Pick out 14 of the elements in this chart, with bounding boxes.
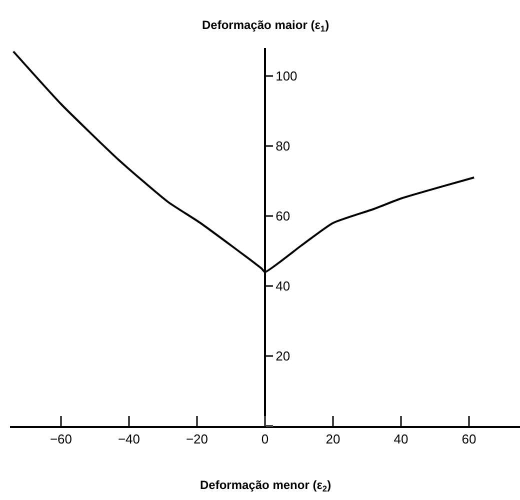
y-tick-label: 40 — [276, 278, 290, 294]
x-tick-label: −20 — [186, 432, 208, 447]
x-tick-label: −60 — [50, 432, 72, 447]
y-tick-label: 20 — [276, 348, 290, 364]
x-axis-title: Deformação menor (ε$_{2}$) — [200, 478, 332, 494]
y-axis-title: Deformação maior (ε$_{1}$) — [202, 18, 330, 34]
x-tick-label: 60 — [462, 432, 476, 447]
x-tick-label: 40 — [394, 432, 408, 447]
x-tick-label: −40 — [118, 432, 140, 447]
y-tick-label: 60 — [276, 208, 290, 224]
y-tick-label: 100 — [276, 68, 298, 84]
y-tick-label: 80 — [276, 138, 290, 154]
x-tick-label: 20 — [326, 432, 340, 447]
x-tick-label: 0 — [261, 432, 269, 447]
